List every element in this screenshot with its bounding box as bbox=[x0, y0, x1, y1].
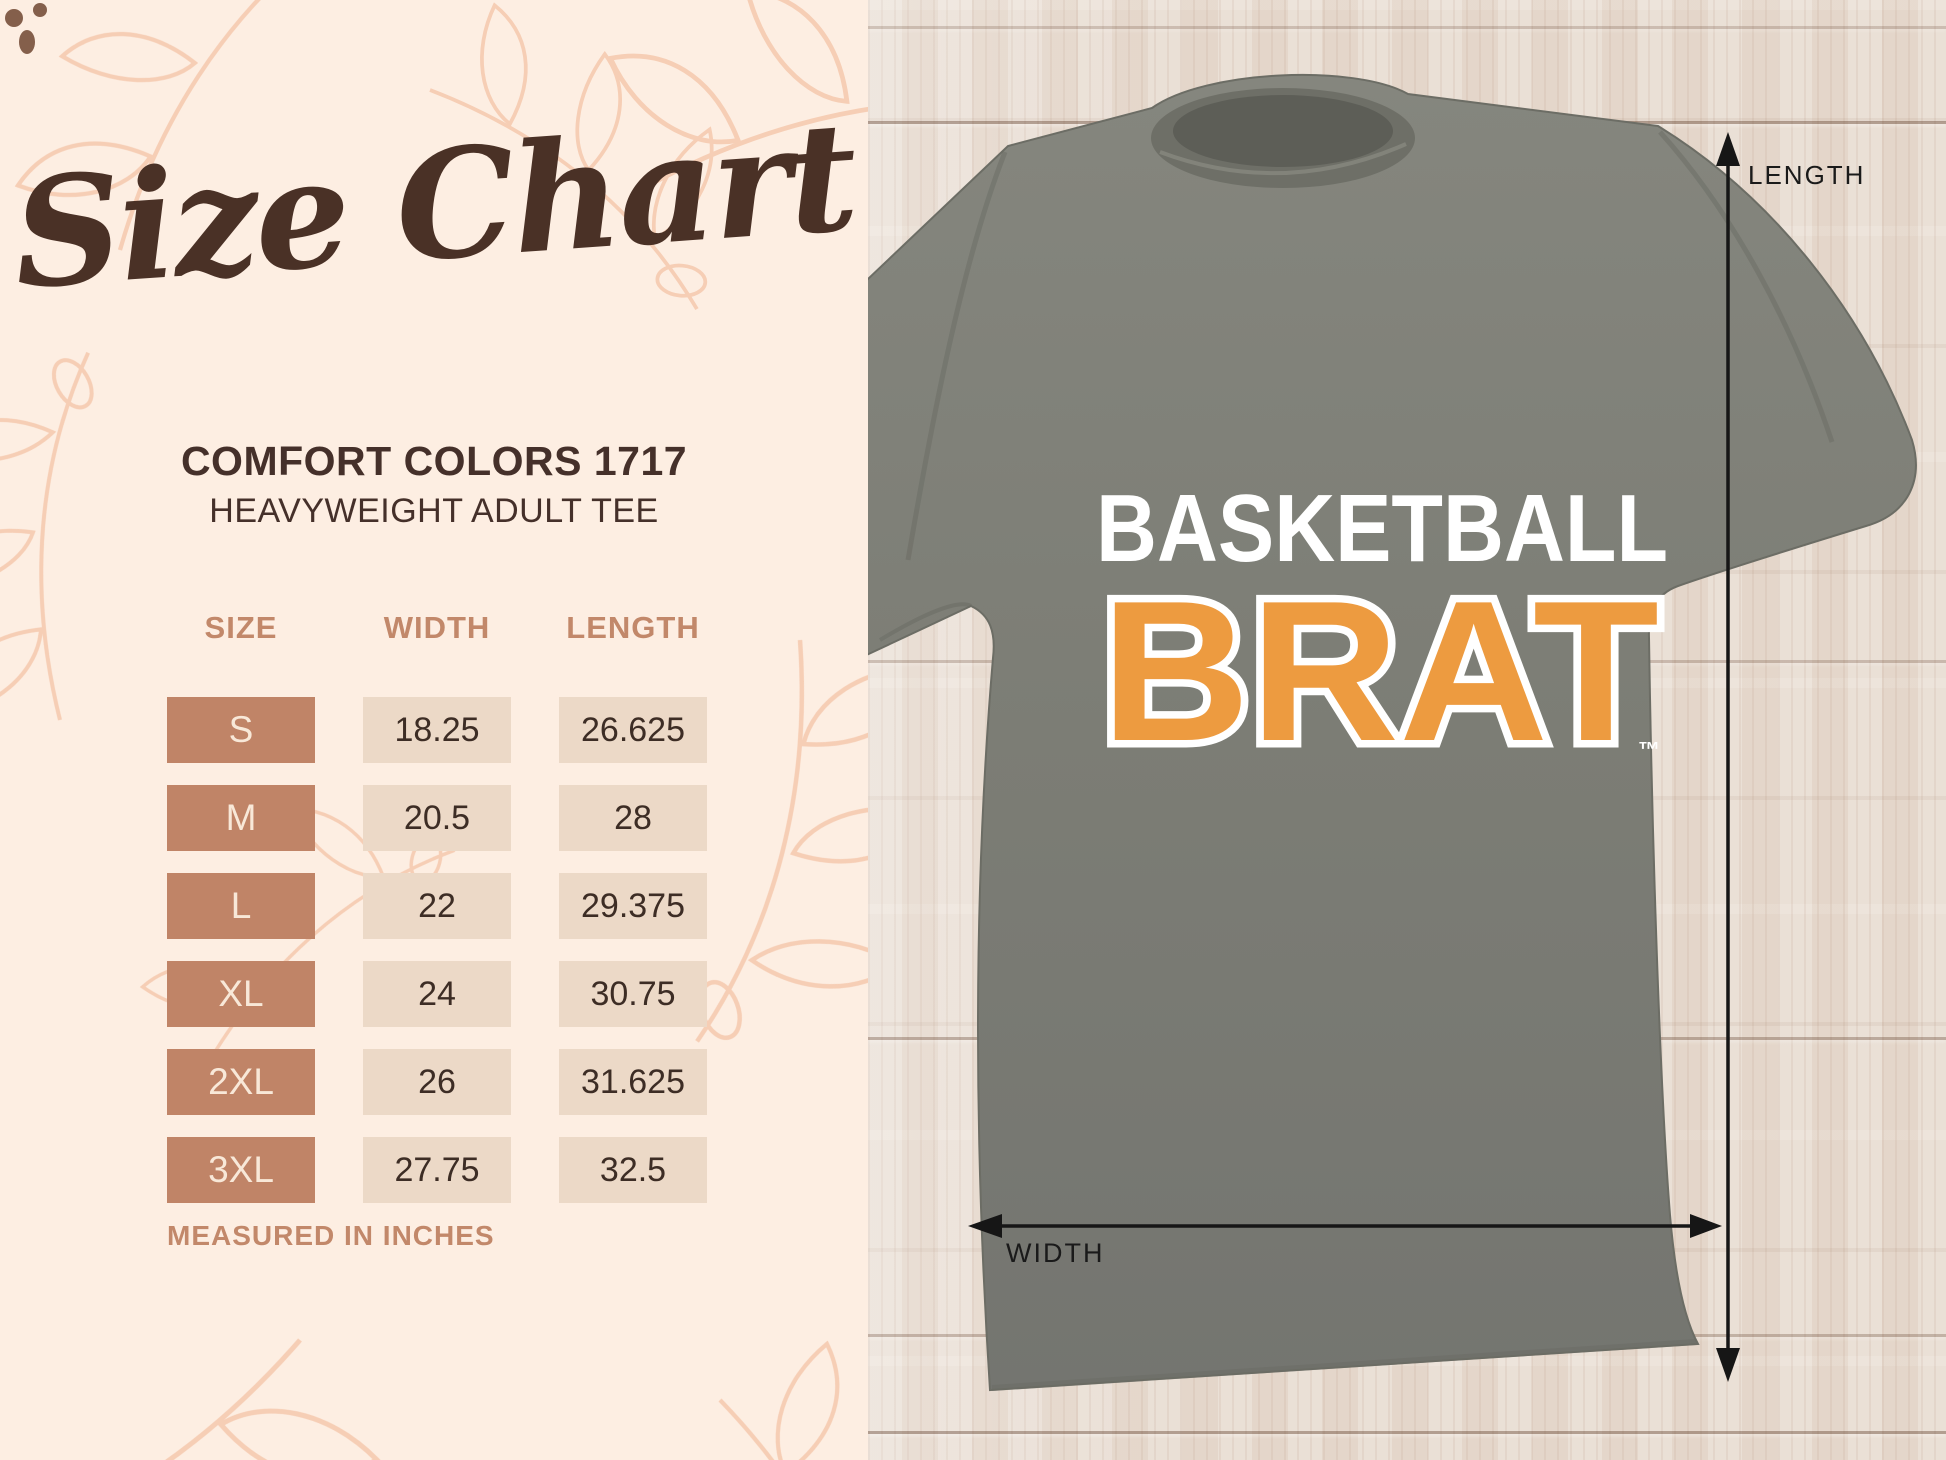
product-name: COMFORT COLORS 1717 bbox=[180, 438, 688, 484]
length-cell: 26.625 bbox=[559, 697, 707, 763]
shirt-collar bbox=[1151, 88, 1415, 188]
width-arrow bbox=[968, 1214, 1722, 1238]
width-cell: 24 bbox=[363, 961, 511, 1027]
fabric-creases bbox=[878, 130, 1835, 1391]
column-header-width: WIDTH bbox=[383, 610, 491, 645]
info-panel: Size Chart COMFORT COLORS 1717 HEAVYWEIG… bbox=[0, 0, 868, 1460]
tshirt-photo: BASKETBALL BRAT ™ LENGTH WIDTH bbox=[868, 73, 1917, 1392]
length-cell: 30.75 bbox=[559, 961, 707, 1027]
column-header-size: SIZE bbox=[204, 610, 278, 645]
size-cell: L bbox=[167, 873, 315, 939]
width-label: WIDTH bbox=[1006, 1238, 1104, 1268]
width-cell: 27.75 bbox=[363, 1137, 511, 1203]
length-cell: 31.625 bbox=[559, 1049, 707, 1115]
length-cell: 29.375 bbox=[559, 873, 707, 939]
bud-accent bbox=[5, 3, 47, 54]
print-text-basketball: BASKETBALL bbox=[1096, 475, 1668, 582]
width-cell: 18.25 bbox=[363, 697, 511, 763]
size-cell: 2XL bbox=[167, 1049, 315, 1115]
length-cell: 32.5 bbox=[559, 1137, 707, 1203]
table-header-row: SIZE WIDTH LENGTH bbox=[167, 610, 707, 646]
print-text-brat: BRAT bbox=[1101, 560, 1659, 783]
photo-panel: BASKETBALL BRAT ™ LENGTH WIDTH bbox=[868, 0, 1946, 1460]
length-cell: 28 bbox=[559, 785, 707, 851]
trademark-symbol: ™ bbox=[1638, 737, 1660, 762]
leaf-pattern-decoration bbox=[0, 0, 868, 1460]
page-title: Size Chart bbox=[7, 88, 861, 324]
width-cell: 26 bbox=[363, 1049, 511, 1115]
length-label: LENGTH bbox=[1748, 160, 1865, 190]
product-subtitle: HEAVYWEIGHT ADULT TEE bbox=[209, 492, 659, 530]
size-cell: S bbox=[167, 697, 315, 763]
size-table: S 18.25 26.625 M 20.5 28 L 22 29.375 XL … bbox=[167, 697, 707, 1203]
size-cell: XL bbox=[167, 961, 315, 1027]
width-cell: 22 bbox=[363, 873, 511, 939]
size-cell: M bbox=[167, 785, 315, 851]
shirt-body bbox=[868, 73, 1917, 1392]
length-arrow bbox=[1716, 132, 1740, 1382]
column-header-length: LENGTH bbox=[566, 610, 700, 645]
size-cell: 3XL bbox=[167, 1137, 315, 1203]
units-note: MEASURED IN INCHES bbox=[167, 1220, 495, 1251]
width-cell: 20.5 bbox=[363, 785, 511, 851]
